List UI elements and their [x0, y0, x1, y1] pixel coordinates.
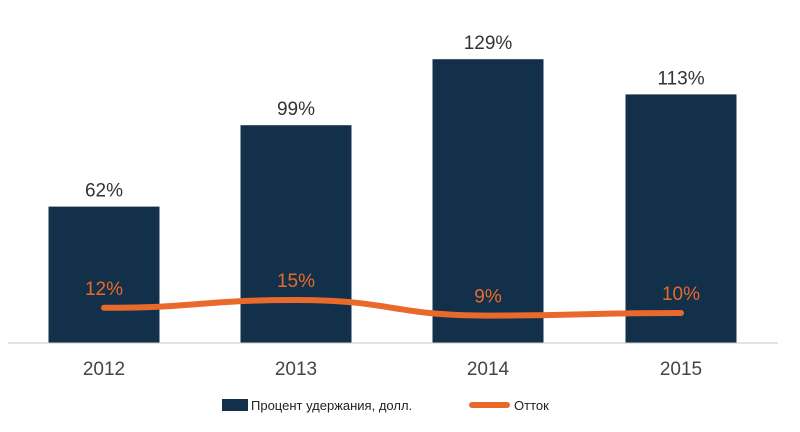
legend-label-line: Отток [514, 398, 549, 413]
x-tick-label: 2012 [83, 359, 125, 380]
legend-label-bars: Процент удержания, долл. [251, 398, 412, 413]
x-tick-labels: 2012 2013 2014 2015 [83, 359, 702, 380]
churn-value-label: 15% [277, 271, 315, 292]
line-layer [104, 300, 681, 316]
x-tick-label: 2013 [275, 359, 317, 380]
churn-value-label: 9% [474, 287, 502, 308]
bar-2012 [49, 207, 160, 343]
legend: Процент удержания, долл. Отток [222, 398, 549, 413]
bar-value-label: 62% [85, 181, 123, 202]
churn-value-label: 12% [85, 279, 123, 300]
bar-2013 [241, 125, 352, 343]
x-tick-label: 2014 [467, 359, 510, 380]
bar-2015 [626, 94, 737, 343]
churn-value-label: 10% [662, 284, 700, 305]
bar-value-label: 113% [657, 68, 704, 89]
labels-layer: 62% 99% 129% 113% 12% 15% 9% 10% [85, 33, 705, 307]
legend-swatch-bars [222, 399, 248, 411]
churn-line [104, 300, 681, 316]
x-tick-label: 2015 [660, 359, 702, 380]
bar-value-label: 99% [277, 99, 315, 120]
bars-layer [49, 59, 737, 343]
bar-value-label: 129% [464, 33, 513, 54]
